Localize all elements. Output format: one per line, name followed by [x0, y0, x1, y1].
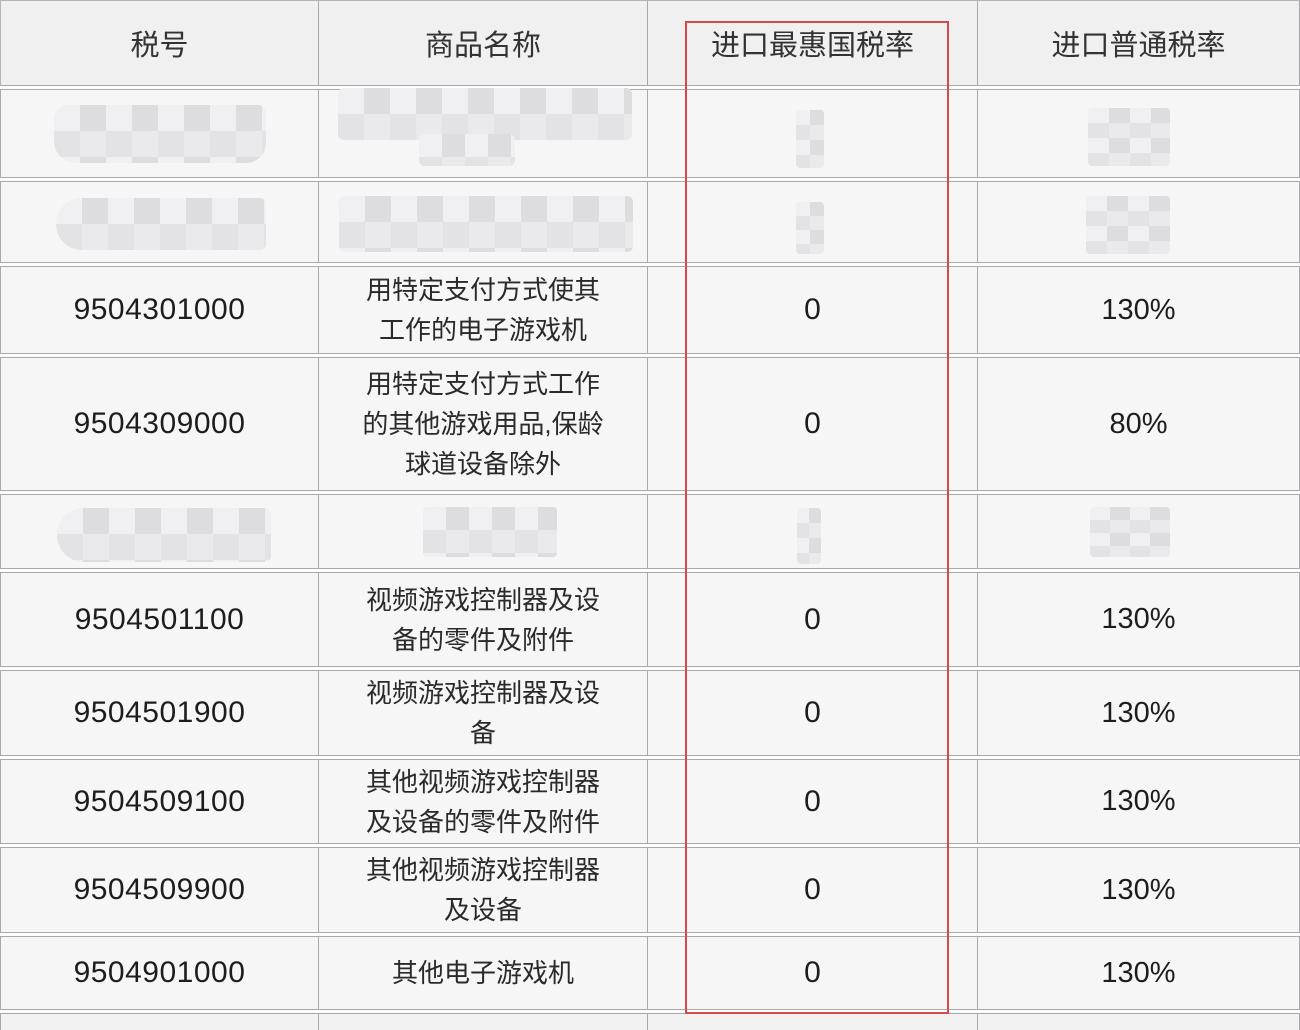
censored-cell [648, 494, 978, 569]
censored-blur [54, 105, 266, 163]
general-rate-cell: 130% [978, 847, 1300, 933]
censored-blur [797, 508, 821, 564]
product-name-cell: 视频游戏控制器及设 备 [319, 670, 648, 756]
partial-cell [0, 1013, 319, 1030]
censored-blur [796, 110, 824, 168]
table-body: 9504301000 用特定支付方式使其 工作的电子游戏机 0 130% 9504309… [0, 88, 1300, 1030]
censored-cell [0, 494, 319, 569]
table-row: 9504509900 其他视频游戏控制器 及设备 0 130% [0, 847, 1300, 933]
col-header-tax-code: 税号 [0, 0, 319, 86]
censored-cell [978, 181, 1300, 263]
product-name-cell: 用特定支付方式工作 的其他游戏用品,保龄 球道设备除外 [319, 357, 648, 491]
censored-blur [419, 134, 515, 166]
tax-code-cell: 9504501900 [0, 670, 319, 756]
partial-cell [648, 1013, 978, 1030]
table-row: 9504509100 其他视频游戏控制器 及设备的零件及附件 0 130% [0, 759, 1300, 844]
general-rate-cell: 80% [978, 357, 1300, 491]
mfn-rate-cell: 0 [648, 759, 978, 844]
general-rate-cell: 130% [978, 670, 1300, 756]
table-row [0, 494, 1300, 569]
col-header-general-rate: 进口普通税率 [978, 0, 1300, 86]
product-name-cell: 其他电子游戏机 [319, 936, 648, 1010]
product-name-cell: 其他视频游戏控制器 及设备 [319, 847, 648, 933]
censored-blur [1088, 108, 1170, 166]
censored-cell [978, 89, 1300, 178]
table-row: 9504301000 用特定支付方式使其 工作的电子游戏机 0 130% [0, 266, 1300, 354]
tax-code-cell: 9504501100 [0, 572, 319, 667]
product-name-cell: 用特定支付方式使其 工作的电子游戏机 [319, 266, 648, 354]
tax-code-cell: 9504509900 [0, 847, 319, 933]
partial-cell [319, 1013, 648, 1030]
censored-blur [338, 88, 632, 140]
tax-code-cell: 9504309000 [0, 357, 319, 491]
table-row: 9504501900 视频游戏控制器及设 备 0 130% [0, 670, 1300, 756]
table-header: 税号 商品名称 进口最惠国税率 进口普通税率 [0, 0, 1300, 86]
mfn-rate-cell: 0 [648, 357, 978, 491]
table-row: 9504309000 用特定支付方式工作 的其他游戏用品,保龄 球道设备除外 0 80… [0, 357, 1300, 491]
general-rate-cell: 130% [978, 759, 1300, 844]
censored-cell [978, 494, 1300, 569]
general-rate-cell: 130% [978, 936, 1300, 1010]
tax-code-cell: 9504509100 [0, 759, 319, 844]
censored-cell [319, 88, 648, 178]
product-name-cell: 视频游戏控制器及设 备的零件及附件 [319, 572, 648, 667]
partial-cell [978, 1013, 1300, 1030]
censored-blur [56, 198, 266, 250]
table-row [0, 88, 1300, 178]
censored-blur [339, 196, 633, 252]
mfn-rate-cell: 0 [648, 847, 978, 933]
partial-row [0, 1013, 1300, 1030]
censored-blur [1086, 196, 1170, 254]
table-row: 9504501100 视频游戏控制器及设 备的零件及附件 0 130% [0, 572, 1300, 667]
censored-cell [0, 181, 319, 263]
censored-cell [648, 89, 978, 178]
mfn-rate-cell: 0 [648, 936, 978, 1010]
censored-blur [796, 202, 824, 254]
censored-blur [423, 507, 557, 557]
col-header-product-name: 商品名称 [319, 0, 648, 86]
tax-code-cell: 9504901000 [0, 936, 319, 1010]
table-row [0, 181, 1300, 263]
censored-cell [648, 181, 978, 263]
mfn-rate-cell: 0 [648, 572, 978, 667]
censored-blur [57, 508, 271, 562]
general-rate-cell: 130% [978, 572, 1300, 667]
mfn-rate-cell: 0 [648, 266, 978, 354]
product-name-cell: 其他视频游戏控制器 及设备的零件及附件 [319, 759, 648, 844]
censored-blur [1090, 507, 1170, 557]
general-rate-cell: 130% [978, 266, 1300, 354]
mfn-rate-cell: 0 [648, 670, 978, 756]
header-row: 税号 商品名称 进口最惠国税率 进口普通税率 [0, 0, 1300, 86]
censored-cell [319, 181, 648, 263]
tax-code-cell: 9504301000 [0, 266, 319, 354]
col-header-mfn-rate: 进口最惠国税率 [648, 0, 978, 86]
censored-cell [319, 494, 648, 569]
table-row: 9504901000 其他电子游戏机 0 130% [0, 936, 1300, 1010]
censored-cell [0, 89, 319, 178]
